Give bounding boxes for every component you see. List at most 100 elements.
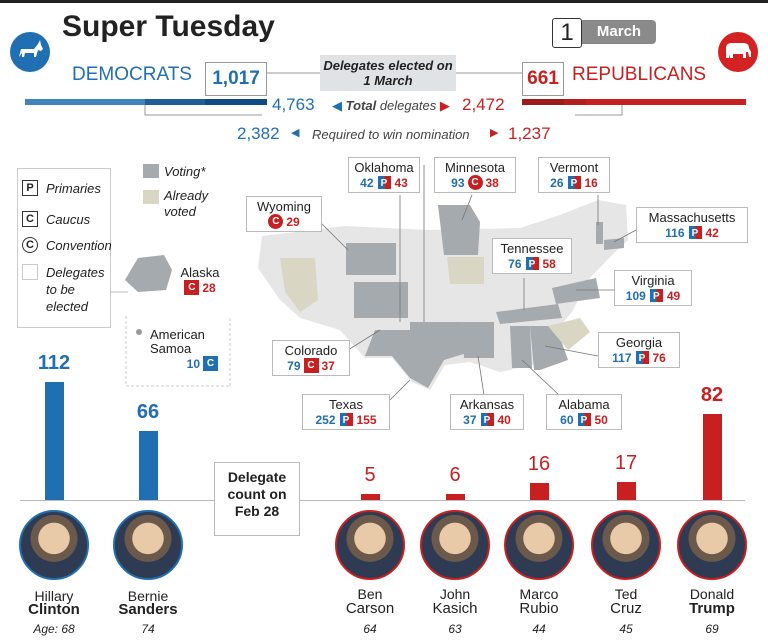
candidate-last-cruz: Cruz <box>610 600 642 617</box>
state-minnesota: Minnesota 93 C 38 <box>434 157 516 193</box>
state-alabama-shape <box>510 326 532 368</box>
state-minnesota-shape <box>438 205 480 255</box>
dem-arrow-icon: ◀ <box>291 127 300 139</box>
state-massachusetts: Massachusetts 116 P 42 <box>636 207 748 243</box>
state-oklahoma: Oklahoma 42 P 43 <box>348 157 420 193</box>
legend-caucus: C Caucus <box>22 211 90 227</box>
state-tennessee-shape <box>496 304 562 324</box>
state-alaska-shape <box>125 255 172 292</box>
state-virginia: Virginia 109 P 49 <box>614 270 692 306</box>
dem-bar-elected <box>205 99 267 105</box>
state-samoa: American Samoa 10 C <box>145 325 223 374</box>
state-southcarolina-shape <box>548 318 590 350</box>
page-title: Super Tuesday <box>62 10 275 43</box>
candidate-count-rubio: 16 <box>527 453 551 476</box>
candidate-first-rubio: Marco <box>519 586 559 602</box>
candidate-first-cruz: Ted <box>614 586 638 602</box>
required-label: Required to win nomination <box>312 127 470 142</box>
chart-baseline <box>20 500 745 501</box>
candidate-bar-cruz <box>617 482 636 500</box>
candidate-first-sanders: Bernie <box>127 588 169 604</box>
candidate-last-carson: Carson <box>345 600 395 617</box>
legend-voted-swatch <box>143 190 159 204</box>
donkey-icon <box>10 32 50 72</box>
candidate-bar-trump <box>703 413 722 500</box>
dem-party-name: DEMOCRATS <box>72 64 192 85</box>
legend-voting-label: Voting* <box>164 164 206 179</box>
candidate-first-carson: Ben <box>357 586 383 602</box>
legend-delegates: Delegates to be elected <box>22 264 116 315</box>
candidate-photo-clinton <box>19 510 89 580</box>
dem-elected-count: 1,017 <box>205 62 267 96</box>
legend-convention: C Convention <box>22 237 112 253</box>
candidate-bar-rubio <box>530 483 549 500</box>
legend-box <box>17 168 111 328</box>
candidate-photo-kasich <box>420 510 490 580</box>
rep-required: 1,237 <box>508 124 551 143</box>
dem-bar-progress <box>145 99 205 105</box>
top-rule <box>0 0 768 3</box>
candidate-age-trump: 69 <box>705 622 719 636</box>
rep-party-name: REPUBLICANS <box>572 64 707 85</box>
candidate-first-kasich: John <box>439 586 471 602</box>
candidate-age-rubio: 44 <box>532 622 546 636</box>
rep-arrow-icon: ▶ <box>490 127 499 139</box>
legend-primaries: P Primaries <box>22 180 101 196</box>
candidate-last-trump: Trump <box>689 600 735 617</box>
state-virginia-shape <box>552 278 600 304</box>
elephant-icon <box>718 32 758 72</box>
candidate-bar-sanders <box>139 430 158 500</box>
state-oklahoma-shape <box>418 322 462 345</box>
candidate-photo-cruz <box>591 510 661 580</box>
state-vermont-shape <box>596 222 603 244</box>
candidate-last-sanders: Sanders <box>118 601 178 618</box>
legend-voted-label: Already voted <box>164 188 209 219</box>
candidate-last-kasich: Kasich <box>432 600 478 617</box>
candidate-bar-clinton <box>45 382 64 500</box>
candidate-first-clinton: Hillary <box>34 588 74 604</box>
state-texas: Texas 252 P 155 <box>302 394 390 430</box>
date-day: 1 <box>552 18 582 48</box>
state-georgia: Georgia 117 P 76 <box>598 332 680 368</box>
header-connectors <box>144 72 623 116</box>
delegates-elected-banner: Delegates elected on 1 March <box>320 55 456 91</box>
dem-bar-remaining <box>25 99 145 105</box>
total-label: Total <box>345 98 377 113</box>
rep-total: 2,472 <box>462 95 505 114</box>
state-arkansas-shape <box>462 322 494 358</box>
candidate-age-sanders: 74 <box>141 622 155 636</box>
samoa-dot <box>136 329 142 335</box>
candidate-age-carson: 64 <box>363 622 377 636</box>
candidate-age-clinton: Age: 68 <box>33 622 75 636</box>
state-vermont: Vermont 26 P 16 <box>538 157 610 193</box>
date-month: March <box>582 20 656 44</box>
rep-bar-progress <box>564 99 586 105</box>
state-iowa-shape <box>447 257 484 284</box>
candidate-count-cruz: 17 <box>614 452 638 475</box>
candidate-count-sanders: 66 <box>136 400 160 423</box>
candidate-count-kasich: 6 <box>449 463 461 486</box>
candidate-photo-trump <box>677 510 747 580</box>
candidate-last-clinton: Clinton <box>28 601 80 618</box>
state-massachusetts-shape <box>604 238 624 250</box>
total-suffix: delegates <box>376 98 437 113</box>
dem-required: 2,382 <box>237 124 280 143</box>
total-delegates-label: ◀ Total delegates ▶ <box>332 98 450 113</box>
candidate-photo-carson <box>335 510 405 580</box>
state-wyoming-shape <box>346 243 396 275</box>
state-nevada-shape <box>280 258 318 312</box>
candidate-count-carson: 5 <box>364 464 376 486</box>
state-alabama: Alabama 60 P 50 <box>546 394 622 430</box>
rep-bar-elected <box>522 99 564 105</box>
candidate-last-rubio: Rubio <box>519 600 559 617</box>
rep-elected-count: 661 <box>522 62 564 96</box>
state-colorado: Colorado 79 C 37 <box>272 340 350 376</box>
state-wyoming: Wyoming C 29 <box>246 196 322 232</box>
delegate-count-label: Delegate count on Feb 28 <box>214 462 300 536</box>
state-tennessee: Tennessee 76 P 58 <box>492 238 572 274</box>
candidate-count-trump: 82 <box>700 383 724 406</box>
rep-bar-remaining <box>586 99 746 105</box>
state-alaska: Alaska C 28 <box>174 262 226 298</box>
candidate-photo-rubio <box>504 510 574 580</box>
dem-total: 4,763 <box>272 95 315 114</box>
